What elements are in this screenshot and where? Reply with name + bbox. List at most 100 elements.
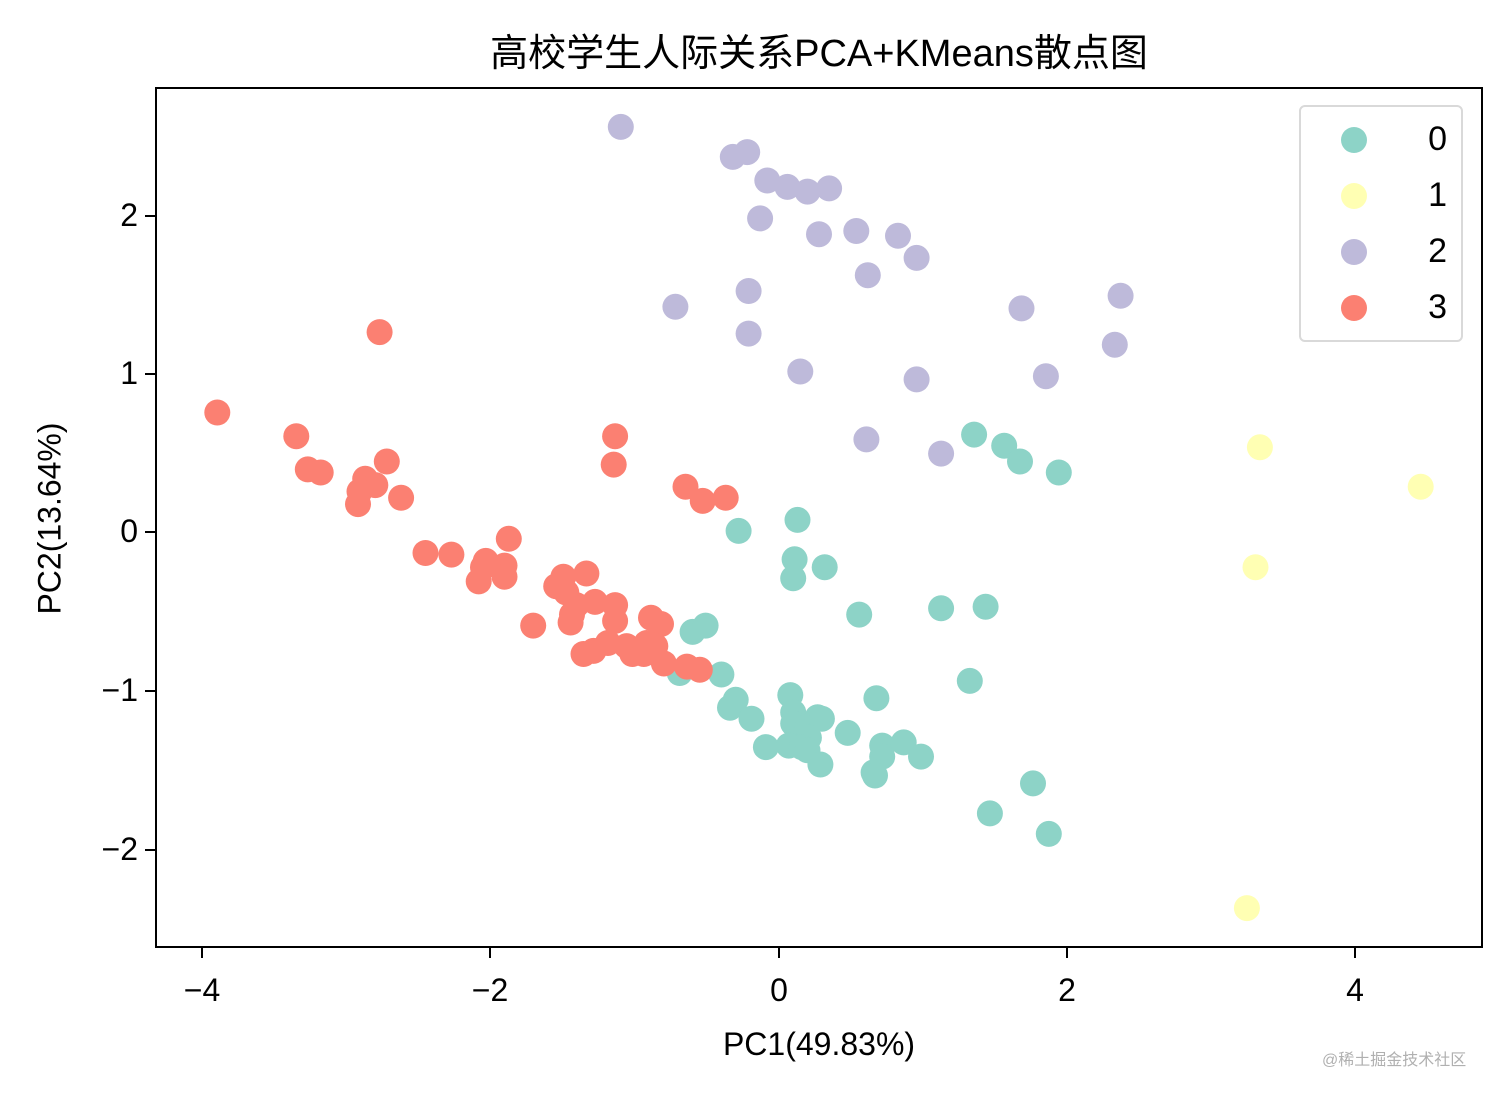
legend-marker-icon [1341, 183, 1367, 209]
data-point-cluster-3 [373, 448, 400, 475]
x-tick-label: −4 [183, 972, 221, 1008]
legend-item-1: 1 [1301, 175, 1461, 215]
y-tick-label: −2 [101, 831, 138, 867]
data-point-cluster-0 [928, 595, 955, 622]
data-point-cluster-2 [787, 358, 814, 385]
data-point-cluster-0 [834, 719, 861, 746]
y-tick-label: 0 [120, 513, 138, 549]
x-axis-title: PC1(49.83%) [722, 1026, 916, 1062]
data-point-cluster-2 [816, 175, 843, 202]
x-tick [201, 948, 203, 958]
data-point-cluster-2 [885, 222, 911, 249]
data-point-cluster-1 [1233, 895, 1260, 922]
data-point-cluster-3 [582, 588, 608, 615]
legend-label: 1 [1428, 176, 1447, 214]
data-point-cluster-0 [863, 685, 890, 712]
data-point-cluster-3 [650, 650, 677, 677]
data-point-cluster-0 [717, 694, 743, 721]
data-point-cluster-0 [976, 800, 1003, 827]
data-point-cluster-0 [784, 506, 811, 533]
data-point-cluster-0 [846, 601, 873, 628]
data-point-cluster-2 [747, 205, 774, 232]
data-point-cluster-3 [345, 491, 371, 518]
x-tick [778, 948, 780, 958]
x-tick [489, 948, 491, 958]
data-point-cluster-0 [692, 612, 719, 639]
data-point-cluster-2 [928, 440, 955, 467]
data-point-cluster-2 [853, 426, 880, 453]
y-tick-label: 1 [120, 355, 138, 391]
data-point-cluster-3 [602, 607, 629, 634]
data-point-cluster-3 [204, 399, 231, 426]
data-point-cluster-2 [903, 244, 930, 271]
data-point-cluster-3 [495, 525, 522, 552]
scatter-points [204, 113, 1434, 922]
data-point-cluster-0 [908, 743, 934, 770]
y-tick [145, 690, 155, 692]
data-point-cluster-3 [600, 451, 627, 478]
data-point-cluster-2 [1032, 363, 1059, 390]
legend-label: 3 [1428, 288, 1447, 326]
y-tick [145, 531, 155, 533]
data-point-cluster-0 [1020, 770, 1046, 797]
data-point-cluster-0 [890, 729, 917, 756]
legend-marker-icon [1341, 127, 1367, 153]
data-point-cluster-2 [1101, 331, 1128, 358]
data-point-cluster-3 [520, 612, 547, 639]
data-point-cluster-3 [283, 423, 310, 450]
data-point-cluster-0 [781, 546, 808, 573]
data-point-cluster-3 [557, 609, 584, 636]
data-point-cluster-3 [689, 487, 716, 514]
data-point-cluster-3 [366, 319, 393, 346]
legend: 0 1 2 3 [1299, 105, 1463, 342]
data-point-cluster-0 [862, 762, 888, 789]
data-point-cluster-2 [774, 173, 801, 200]
data-point-cluster-0 [738, 705, 765, 732]
data-point-cluster-0 [725, 517, 752, 544]
data-point-cluster-2 [854, 262, 881, 289]
data-point-cluster-0 [956, 667, 983, 694]
plot-area [155, 87, 1483, 948]
x-tick [1066, 948, 1068, 958]
data-point-cluster-1 [1242, 554, 1269, 581]
y-tick [145, 849, 155, 851]
y-tick-label: −1 [101, 672, 138, 708]
data-point-cluster-0 [972, 593, 999, 620]
data-point-cluster-2 [662, 293, 689, 320]
data-point-cluster-1 [1407, 473, 1434, 500]
chart-title: 高校学生人际关系PCA+KMeans散点图 [490, 33, 1148, 75]
legend-item-2: 2 [1301, 231, 1461, 271]
legend-item-0: 0 [1301, 119, 1461, 159]
data-point-cluster-3 [438, 541, 465, 568]
data-point-cluster-1 [1246, 434, 1273, 461]
data-point-cluster-0 [807, 751, 834, 778]
data-point-cluster-0 [808, 705, 835, 732]
legend-marker-icon [1341, 295, 1367, 321]
data-point-cluster-3 [672, 473, 699, 500]
legend-label: 0 [1428, 120, 1447, 158]
data-point-cluster-0 [1045, 459, 1072, 486]
x-tick-label: 0 [770, 972, 788, 1008]
legend-label: 2 [1428, 232, 1447, 270]
x-tick-label: 4 [1346, 972, 1364, 1008]
data-point-cluster-3 [602, 423, 629, 450]
data-point-cluster-3 [648, 611, 674, 637]
data-point-cluster-2 [735, 278, 762, 304]
data-point-cluster-2 [794, 178, 821, 205]
data-point-cluster-2 [903, 366, 930, 393]
data-point-cluster-3 [491, 563, 518, 590]
data-point-cluster-0 [1007, 448, 1033, 475]
y-axis-title: PC2(13.64%) [31, 422, 68, 615]
data-point-cluster-2 [734, 139, 761, 166]
data-point-cluster-2 [1008, 295, 1035, 322]
x-tick-label: −2 [471, 972, 509, 1008]
data-point-cluster-0 [991, 432, 1018, 459]
data-point-cluster-3 [412, 540, 439, 566]
data-point-cluster-3 [307, 459, 334, 486]
data-point-cluster-2 [735, 320, 762, 347]
legend-item-3: 3 [1301, 287, 1461, 327]
data-point-cluster-3 [465, 568, 492, 595]
data-point-cluster-0 [752, 734, 779, 761]
data-point-cluster-2 [806, 221, 832, 248]
data-point-cluster-3 [630, 641, 657, 667]
